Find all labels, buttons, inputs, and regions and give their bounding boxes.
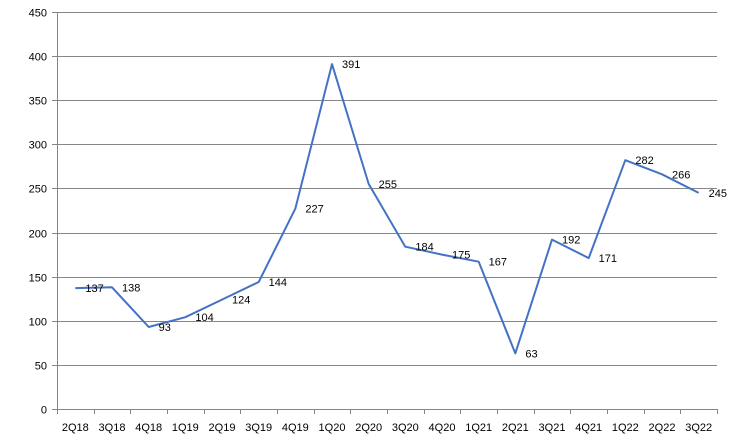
x-tick-label: 2Q18 xyxy=(62,422,89,434)
data-label: 282 xyxy=(635,155,653,167)
data-label: 227 xyxy=(305,204,323,216)
x-tick-label: 1Q19 xyxy=(172,422,199,434)
data-label: 171 xyxy=(599,253,617,265)
data-label: 245 xyxy=(709,188,727,200)
data-label: 63 xyxy=(525,348,537,360)
data-label: 124 xyxy=(232,295,250,307)
data-label: 266 xyxy=(672,169,690,181)
data-label: 144 xyxy=(269,277,287,289)
data-label: 93 xyxy=(159,322,171,334)
x-tick-label: 2Q20 xyxy=(355,422,382,434)
x-tick-label: 3Q22 xyxy=(685,422,712,434)
x-tick-label: 4Q21 xyxy=(575,422,602,434)
data-label: 175 xyxy=(452,250,470,262)
y-tick-label: 350 xyxy=(29,96,47,108)
y-tick-label: 400 xyxy=(29,52,47,64)
x-tick-label: 2Q22 xyxy=(649,422,676,434)
x-tick-label: 3Q21 xyxy=(539,422,566,434)
y-tick-label: 250 xyxy=(29,184,47,196)
axes xyxy=(52,12,718,414)
series-line xyxy=(75,63,700,355)
x-tick-label: 2Q21 xyxy=(502,422,529,434)
data-label: 192 xyxy=(562,235,580,247)
x-tick-label: 1Q20 xyxy=(319,422,346,434)
x-tick-label: 3Q18 xyxy=(99,422,126,434)
x-tick-label: 3Q19 xyxy=(245,422,272,434)
y-axis-tick-labels: 0 50 100 150 200 250 300 350 400 450 xyxy=(29,8,47,417)
data-label: 167 xyxy=(489,257,507,269)
data-label: 137 xyxy=(85,283,103,295)
data-label: 391 xyxy=(342,59,360,71)
y-tick-label: 100 xyxy=(29,317,47,329)
data-label: 138 xyxy=(122,282,140,294)
x-tick-label: 2Q19 xyxy=(209,422,236,434)
data-label: 255 xyxy=(379,179,397,191)
data-label: 104 xyxy=(195,312,213,324)
y-tick-label: 300 xyxy=(29,140,47,152)
y-tick-label: 50 xyxy=(35,361,47,373)
y-tick-label: 200 xyxy=(29,229,47,241)
y-tick-label: 450 xyxy=(29,8,47,20)
x-axis-tick-labels: 2Q18 3Q18 4Q18 1Q19 2Q19 3Q19 4Q19 1Q20 2Q20 3Q20… xyxy=(62,422,712,434)
y-tick-label: 0 xyxy=(41,405,47,417)
x-tick-label: 4Q18 xyxy=(135,422,162,434)
x-tick-label: 4Q19 xyxy=(282,422,309,434)
x-tick-label: 3Q20 xyxy=(392,422,419,434)
y-tick-label: 150 xyxy=(29,273,47,285)
x-tick-label: 4Q20 xyxy=(429,422,456,434)
data-labels: 137 138 93 104 124 144 227 391 255 184 175 167 63 192… xyxy=(85,59,727,360)
series-lines xyxy=(75,63,700,355)
x-tick-label: 1Q22 xyxy=(612,422,639,434)
data-label: 184 xyxy=(415,242,433,254)
x-tick-label: 1Q21 xyxy=(465,422,492,434)
